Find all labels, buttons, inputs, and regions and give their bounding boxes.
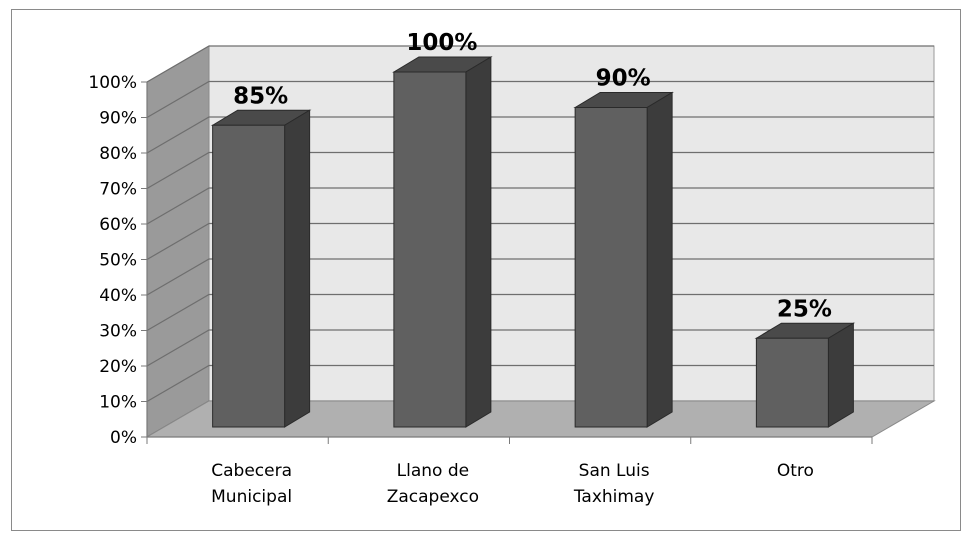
bar — [573, 91, 674, 428]
gridline — [146, 45, 934, 83]
x-category-label: Cabecera Municipal — [211, 461, 292, 507]
data-label: 25% — [777, 296, 832, 322]
bar-side — [646, 91, 673, 428]
bar-side — [465, 56, 492, 428]
y-tick-label: 20% — [99, 357, 137, 377]
y-axis-ticks: 0% 10% 20% 30% 40% 50% 60% 70% 80% 90% 100% — [88, 73, 147, 448]
gridline — [146, 116, 934, 154]
y-tick-label: 80% — [99, 144, 137, 164]
data-label: 90% — [596, 66, 651, 92]
y-tick-label: 100% — [88, 73, 137, 93]
bar — [754, 322, 856, 428]
x-category-label-line: Taxhimay — [573, 487, 655, 507]
bar-front — [755, 337, 829, 428]
x-category-label-line: Llano de — [397, 461, 469, 481]
data-label: 100% — [406, 30, 477, 56]
gridline — [146, 293, 934, 332]
data-label: 85% — [233, 83, 288, 109]
x-category-label-line: San Luis — [579, 461, 650, 481]
bars — [210, 56, 856, 428]
y-tick-label: 90% — [99, 109, 137, 129]
y-tick-label: 40% — [99, 286, 137, 306]
y-tick-label: 30% — [99, 322, 137, 342]
x-category-label-line: Otro — [777, 461, 814, 481]
gridline — [146, 187, 934, 225]
gridline — [146, 258, 934, 296]
bar-front — [393, 71, 467, 428]
y-tick-label: 50% — [99, 251, 137, 271]
x-category-label-line: Cabecera — [211, 461, 292, 481]
y-tick-label: 60% — [99, 215, 137, 235]
bar-front — [574, 107, 648, 428]
gridline — [146, 151, 934, 190]
x-axis-labels: Cabecera Municipal Llano de Zacapexco San Lu… — [211, 461, 814, 507]
x-category-label-line: Municipal — [211, 487, 292, 507]
data-labels: 85% 100% 90% 25% — [233, 30, 832, 322]
y-tick-label: 10% — [99, 393, 137, 413]
bar-side — [827, 322, 854, 428]
gridline — [146, 364, 934, 403]
x-category-label: Otro — [777, 461, 814, 481]
x-category-label-line: Zacapexco — [387, 487, 479, 507]
bar-side — [284, 109, 311, 428]
gridline — [146, 80, 934, 119]
y-tick-label: 70% — [99, 180, 137, 200]
gridline — [146, 222, 934, 261]
x-category-label: Llano de Zacapexco — [387, 461, 479, 507]
y-tick-label: 0% — [110, 428, 137, 448]
bar — [392, 56, 493, 428]
gridline — [146, 329, 934, 367]
bar-front — [212, 124, 286, 428]
bar — [210, 109, 312, 428]
x-category-label: San Luis Taxhimay — [573, 461, 655, 507]
